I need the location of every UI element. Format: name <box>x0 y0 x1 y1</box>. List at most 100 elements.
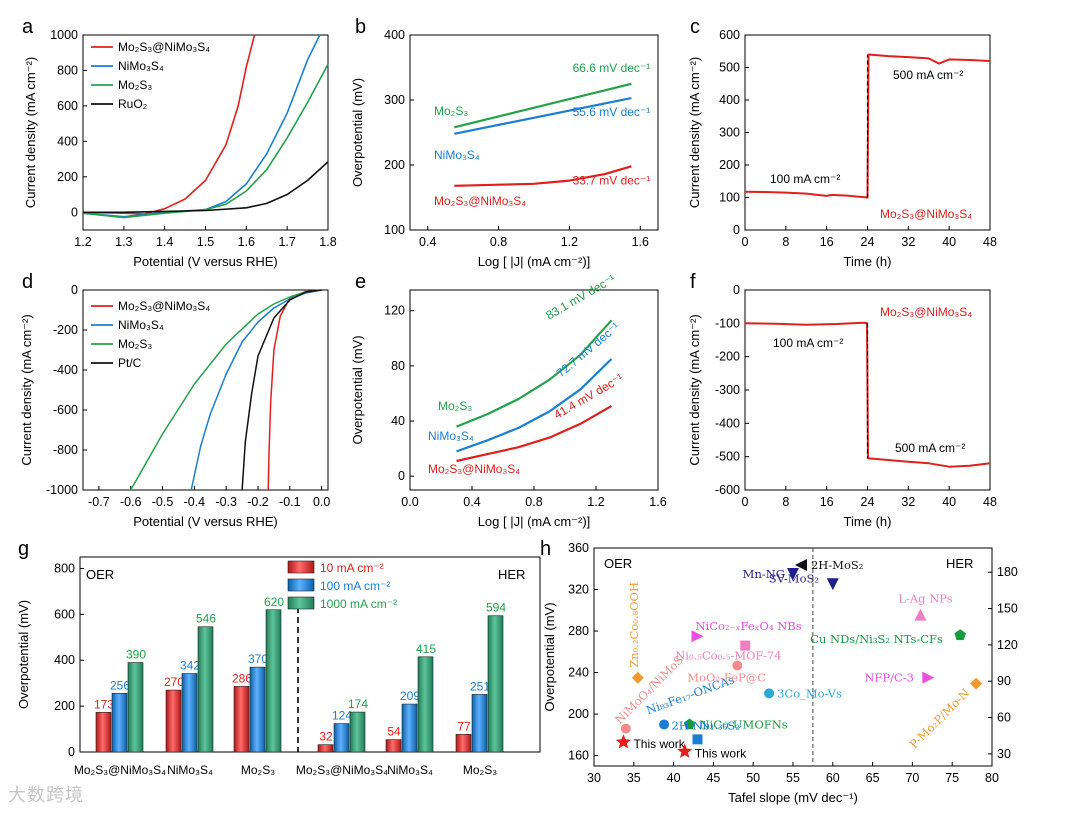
legend-label-g: 10 mA cm⁻² <box>320 561 384 575</box>
y-tick-label-b: 100 <box>384 223 405 237</box>
series-name-e: Mo₂S₃@NiMo₃S₄ <box>428 462 520 476</box>
y-right-tick-label-h: 30 <box>997 747 1011 761</box>
y-tick-label-d: -800 <box>53 443 78 457</box>
x-tick-label-h: 55 <box>786 771 800 785</box>
y-axis-label-e: Overpotential (mV) <box>350 335 365 444</box>
bar-value-label-g: 32 <box>319 730 333 744</box>
bar-g <box>249 666 266 753</box>
y-tick-label-c: 200 <box>719 158 740 172</box>
group-label-h: HER <box>946 556 973 571</box>
bar-value-label-g: 77 <box>457 719 471 733</box>
x-tick-label-h: 45 <box>706 771 720 785</box>
panel-label-f: f <box>690 271 696 293</box>
y-tick-label-h: 160 <box>568 749 589 763</box>
scatter-point-label-h: NiCo₂₋ₓFeₓO₄ NBs <box>695 619 801 633</box>
x-tick-label-c: 40 <box>942 235 956 249</box>
scatter-point-label-h: SV-MoS₂ <box>769 571 819 585</box>
bar-value-label-g: 124 <box>332 709 352 723</box>
scatter-point-label-h: MoO₂-FeP@C <box>687 670 766 684</box>
x-tick-label-a: 1.4 <box>156 235 173 249</box>
plot-frame-d <box>82 289 329 491</box>
x-tick-label-h: 70 <box>905 771 919 785</box>
y-axis-label-a: Current density (mA cm⁻²) <box>23 57 38 208</box>
legend-swatch-g <box>287 578 315 592</box>
panel-label-g: g <box>18 538 29 560</box>
category-label-g: Mo₂S₃ <box>241 763 275 777</box>
bar-g <box>317 744 334 753</box>
y-tick-label-g: 400 <box>54 653 75 667</box>
scatter-marker-h <box>922 671 935 684</box>
scatter-marker-h <box>954 629 966 641</box>
tafel-slope-label-b: 66.6 mV dec⁻¹ <box>573 61 651 75</box>
plot-frame-g <box>79 556 541 753</box>
x-tick-label-c: 48 <box>983 235 997 249</box>
x-axis-label-a: Potential (V versus RHE) <box>133 254 278 269</box>
legend-label-a: Mo₂S₃ <box>118 78 152 92</box>
bar-value-label-g: 415 <box>416 642 436 656</box>
bar-g <box>333 723 350 753</box>
scatter-marker-h <box>795 559 807 571</box>
y-axis-label-f: Current density (mA cm⁻²) <box>687 314 702 465</box>
scatter-marker-h <box>914 608 927 621</box>
x-axis-label-e: Log [ |J| (mA cm⁻²)] <box>478 514 591 529</box>
annotation-c: 100 mA cm⁻² <box>770 172 840 186</box>
scatter-point-label-h: This work <box>633 737 685 751</box>
category-label-g: Mo₂S₃@NiMo₃S₄ <box>296 763 388 777</box>
y-tick-label-h: 360 <box>568 541 589 555</box>
x-tick-label-d: -0.1 <box>279 495 301 509</box>
legend-label-g: 100 mA cm⁻² <box>320 579 390 593</box>
bar-g <box>487 615 504 753</box>
scatter-point-label-h: Zn₀.₂Co₀.₈OOH <box>627 582 641 668</box>
y-tick-label-g: 600 <box>54 607 75 621</box>
bar-g <box>455 734 472 753</box>
tafel-slope-label-e: 83.1 mV dec⁻¹ <box>543 272 617 323</box>
scatter-marker-h <box>620 723 631 734</box>
bar-g <box>401 703 418 753</box>
y-tick-label-e: 120 <box>384 304 405 318</box>
scatter-marker-h <box>732 660 743 671</box>
x-tick-label-d: -0.4 <box>184 495 206 509</box>
x-tick-label-a: 1.7 <box>278 235 295 249</box>
y-tick-label-f: -400 <box>715 416 740 430</box>
scatter-point-label-h: Mn-NG <box>743 567 785 581</box>
scatter-point-label-h: 3Co_Mo-Vs <box>777 686 842 700</box>
x-tick-label-d: 0.0 <box>313 495 330 509</box>
y-tick-label-f: 0 <box>733 283 740 297</box>
x-tick-label-h: 60 <box>826 771 840 785</box>
annotation-f: 500 mA cm⁻² <box>895 441 965 455</box>
x-axis-label-d: Potential (V versus RHE) <box>133 514 278 529</box>
x-tick-label-a: 1.3 <box>115 235 132 249</box>
series-line-b <box>454 97 632 135</box>
bar-g <box>233 686 250 753</box>
bar-g <box>111 692 128 753</box>
y-tick-label-f: -600 <box>715 483 740 497</box>
y-tick-label-d: -200 <box>53 323 78 337</box>
panel-label-a: a <box>22 16 34 38</box>
y-tick-label-f: -300 <box>715 383 740 397</box>
series-line-e <box>456 404 613 463</box>
panel-label-h: h <box>540 538 551 560</box>
scatter-point-label-h: Cu NDs/Ni₃S₂ NTs-CFs <box>810 632 943 646</box>
bar-g <box>181 673 198 753</box>
y-tick-label-g: 0 <box>68 745 75 759</box>
x-tick-label-e: 0.0 <box>401 495 418 509</box>
category-label-g: Mo₂S₃ <box>463 763 497 777</box>
group-label-g: HER <box>498 567 525 582</box>
tafel-slope-label-e: 72.7 mV dec⁻¹ <box>554 320 623 381</box>
x-tick-label-f: 40 <box>942 495 956 509</box>
y-tick-label-c: 100 <box>719 191 740 205</box>
bar-value-label-g: 546 <box>196 612 216 626</box>
y-tick-label-c: 300 <box>719 126 740 140</box>
scatter-marker-h <box>826 578 839 591</box>
group-label-h: OER <box>604 556 632 571</box>
scatter-marker-h <box>691 630 704 643</box>
bar-value-label-g: 286 <box>232 671 252 685</box>
x-tick-label-b: 1.2 <box>561 235 578 249</box>
x-tick-label-a: 1.6 <box>238 235 255 249</box>
bar-value-label-g: 594 <box>486 601 506 615</box>
x-axis-label-h: Tafel slope (mV dec⁻¹) <box>728 790 858 805</box>
x-tick-label-h: 75 <box>945 771 959 785</box>
bar-value-label-g: 251 <box>470 679 490 693</box>
bar-value-label-g: 620 <box>264 595 284 609</box>
bar-value-label-g: 209 <box>400 689 420 703</box>
